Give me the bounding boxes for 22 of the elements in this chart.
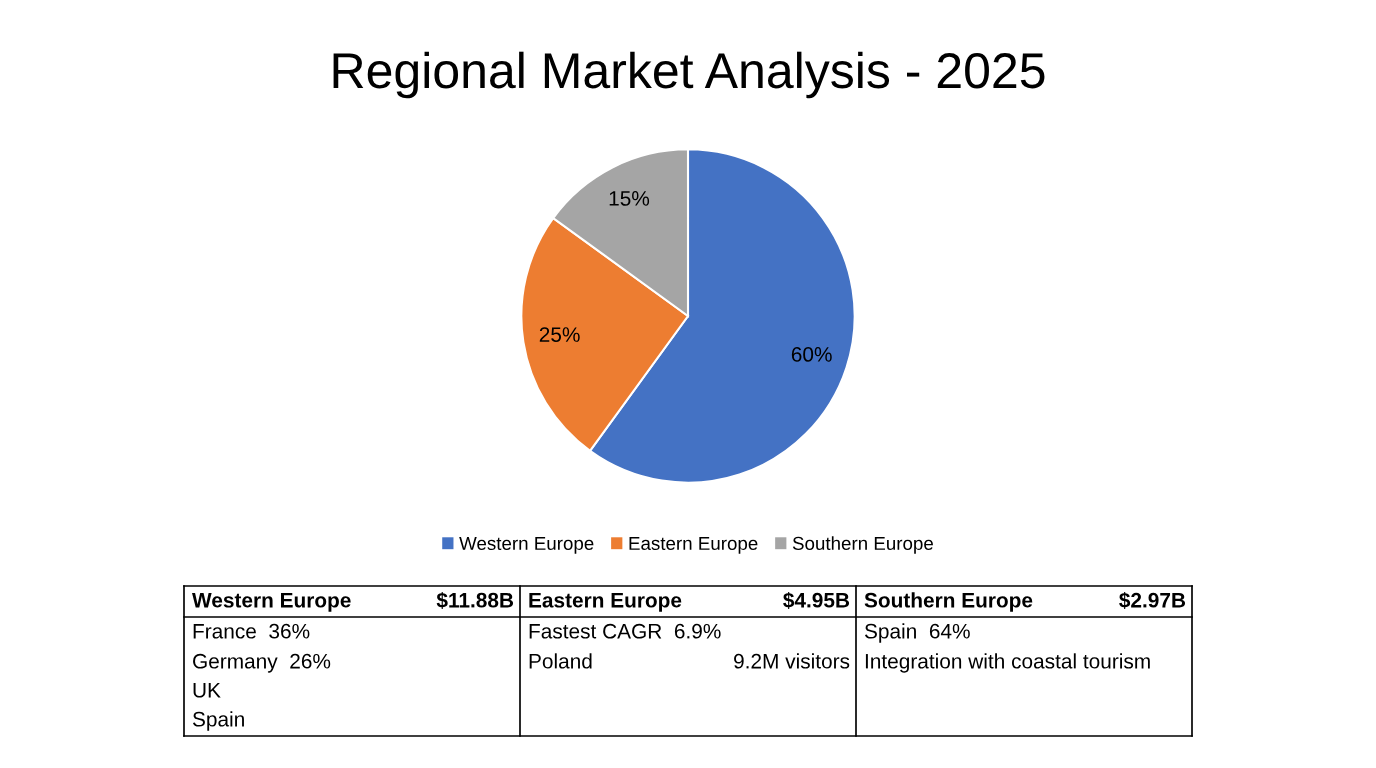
- text: Fastest CAGR 6.9%: [529, 623, 721, 639]
- text: $11.88B: [436, 591, 514, 609]
- text: France 36%: [193, 623, 310, 639]
- text: Germany 26%: [193, 653, 331, 673]
- text: Southern Europe: [864, 592, 1033, 612]
- chart-title: Regional Market Analysis - 2025: [333, 51, 1045, 99]
- text: $4.95B: [783, 591, 850, 609]
- data-label: 25%: [539, 327, 580, 342]
- text: UK: [193, 683, 221, 698]
- text: Integration with coastal tourism: [865, 653, 1150, 673]
- text: Poland: [529, 653, 592, 669]
- legend-label: Western Europe: [459, 536, 594, 554]
- text: Spain: [192, 711, 244, 731]
- text: 9.2M visitors: [734, 653, 850, 669]
- text: $2.97B: [1119, 591, 1186, 609]
- text: Western Europe: [192, 593, 351, 612]
- data-label: 60%: [791, 347, 832, 362]
- legend-label: Southern Europe: [792, 536, 933, 554]
- text: Eastern Europe: [529, 593, 682, 612]
- data-label: 15%: [609, 191, 650, 206]
- text: Spain 64%: [864, 623, 970, 643]
- legend-label: Eastern Europe: [629, 536, 758, 554]
